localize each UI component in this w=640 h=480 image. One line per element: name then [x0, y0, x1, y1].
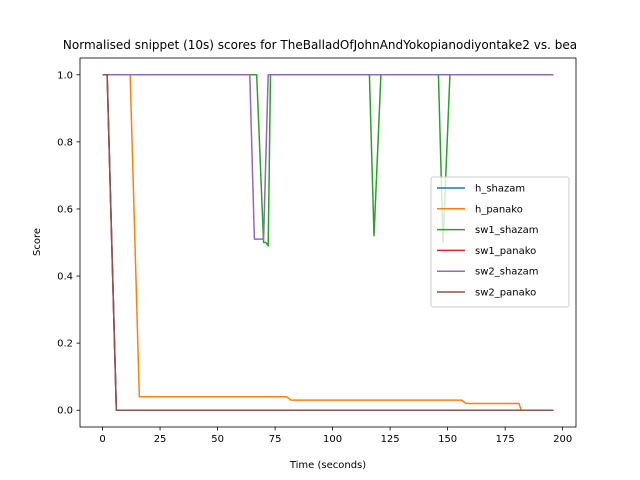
y-tick-label: 0.8 — [57, 137, 73, 148]
x-tick-label: 50 — [211, 434, 224, 445]
legend: h_shazam h_panako sw1_shazam sw1_panako sw2_… — [430, 176, 570, 308]
y-tick-label: 1.0 — [57, 70, 73, 81]
legend-box — [430, 176, 570, 308]
y-axis-label: Score — [32, 228, 43, 256]
x-tick-label: 200 — [553, 434, 572, 445]
legend-label: sw2_shazam — [475, 267, 539, 278]
series-line-h-panako — [102, 74, 554, 411]
legend-label: h_shazam — [475, 184, 525, 195]
series-line-sw2-shazam — [102, 74, 554, 240]
x-axis-label: Time (seconds) — [289, 460, 366, 471]
x-tick-label: 125 — [381, 434, 400, 445]
x-tick-label: 25 — [154, 434, 167, 445]
x-tick-label: 150 — [438, 434, 457, 445]
x-axis-ticks: 0 25 50 75 100 125 150 175 200 — [99, 427, 572, 445]
x-tick-label: 100 — [323, 434, 342, 445]
y-tick-label: 0.0 — [57, 406, 73, 417]
series-line-sw2-panako — [102, 74, 554, 411]
legend-label: sw1_panako — [475, 246, 536, 257]
plot-area — [79, 57, 577, 428]
y-axis-ticks: 0.0 0.2 0.4 0.6 0.8 1.0 — [57, 70, 80, 417]
legend-label: h_panako — [475, 204, 523, 215]
x-tick-label: 175 — [496, 434, 515, 445]
series-layer — [102, 74, 554, 411]
chart-title: Normalised snippet (10s) scores for TheB… — [63, 38, 577, 52]
y-tick-label: 0.6 — [57, 204, 73, 215]
y-tick-label: 0.4 — [57, 272, 73, 283]
x-tick-label: 75 — [269, 434, 282, 445]
legend-label: sw1_shazam — [475, 225, 539, 236]
y-tick-label: 0.2 — [57, 339, 73, 350]
legend-label: sw2_panako — [475, 288, 536, 299]
x-tick-label: 0 — [99, 434, 105, 445]
